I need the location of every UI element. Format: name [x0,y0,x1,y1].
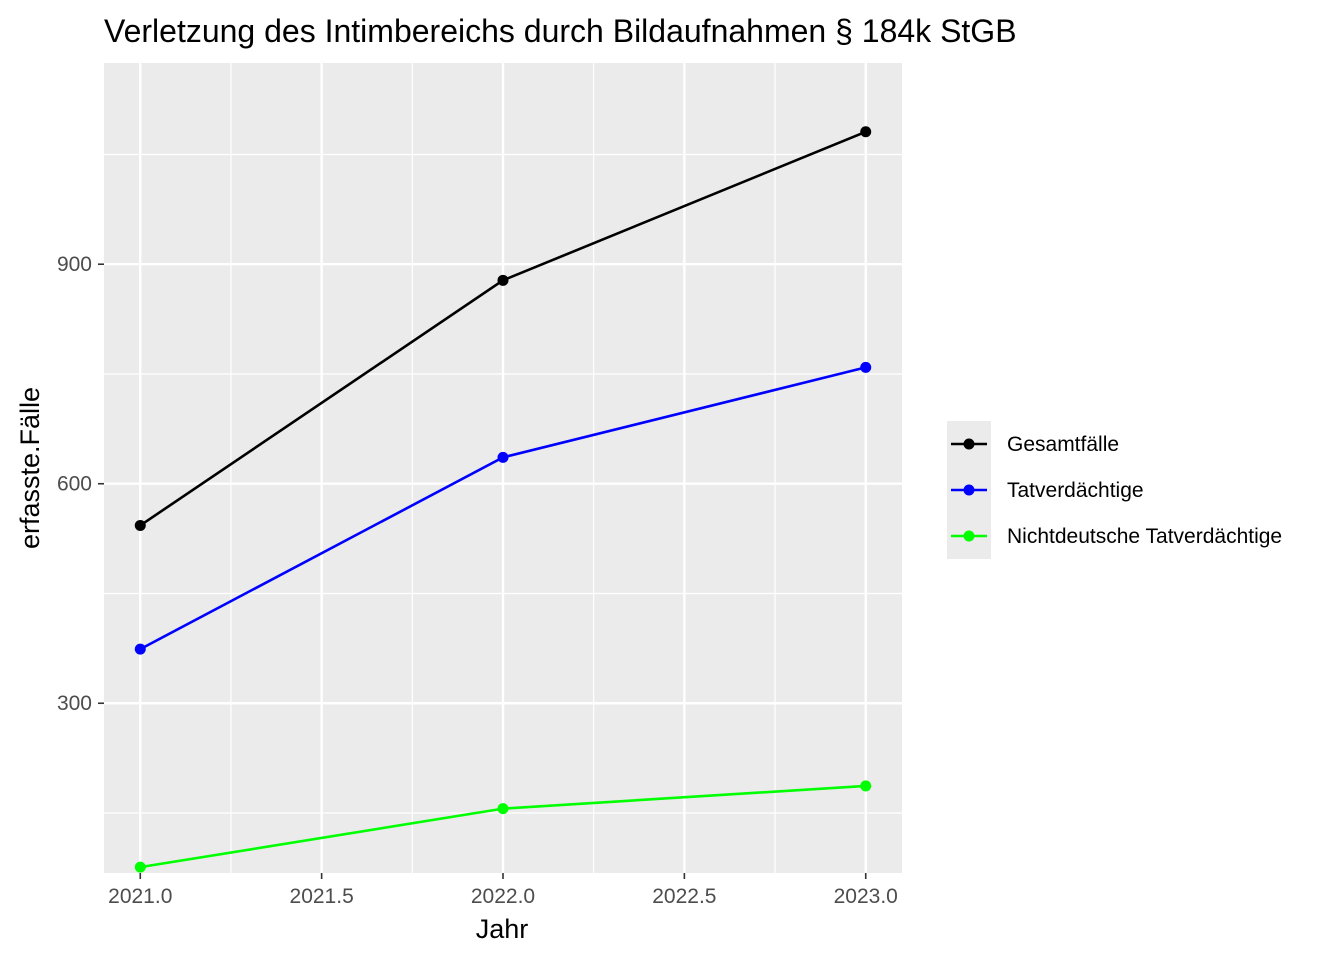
chart-title: Verletzung des Intimbereichs durch Bilda… [104,13,1017,49]
y-axis-title: erfasste.Fälle [15,387,45,549]
x-tick-label: 2023.0 [834,885,898,908]
data-point [497,274,509,286]
x-tick-label: 2021.5 [290,885,354,908]
y-tick-label: 300 [57,692,92,715]
y-axis: 300 600 900 [57,253,104,715]
legend-label: Tatverdächtige [1007,479,1144,502]
legend: Gesamtfälle Tatverdächtige Nichtdeutsche T… [947,421,1282,559]
data-point [134,643,146,655]
x-tick-label: 2022.0 [471,885,535,908]
data-point [860,126,872,138]
data-point [134,861,146,873]
legend-key-point [963,438,975,450]
x-axis: 2021.0 2021.5 2022.0 2022.5 2023.0 [108,873,898,908]
legend-key-point [963,484,975,496]
series-layer [134,126,872,873]
y-tick-label: 900 [57,253,92,276]
legend-label: Gesamtfälle [1007,433,1119,456]
data-point [497,451,509,463]
data-point [134,519,146,531]
data-point [497,803,509,815]
data-point [860,361,872,373]
major-gridlines [104,63,902,873]
data-point [860,780,872,792]
x-tick-label: 2022.5 [652,885,716,908]
legend-key-point [963,530,975,542]
x-axis-title: Jahr [476,914,529,944]
legend-label: Nichtdeutsche Tatverdächtige [1007,525,1282,548]
x-tick-label: 2021.0 [108,885,172,908]
y-tick-label: 600 [57,473,92,496]
